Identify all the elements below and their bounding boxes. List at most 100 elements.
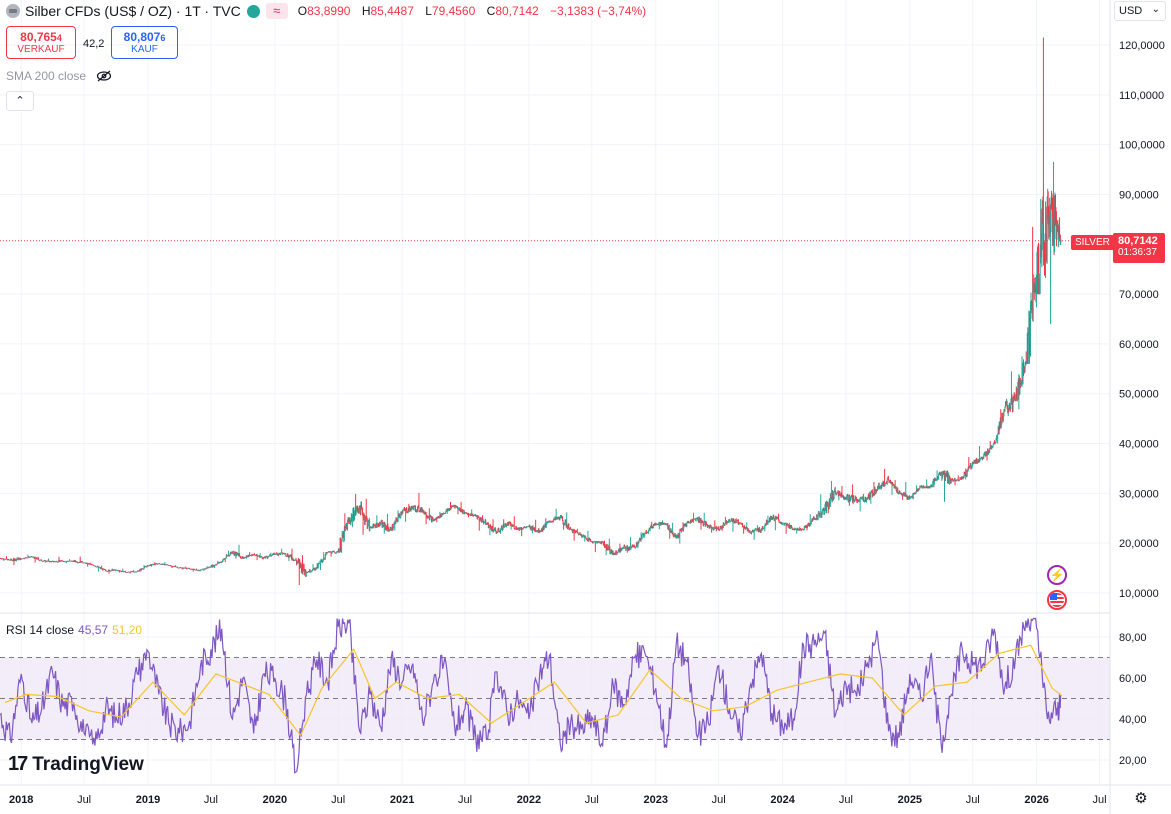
candle bbox=[784, 522, 786, 525]
candle-body bbox=[438, 516, 439, 518]
candle-body bbox=[16, 559, 18, 561]
candle bbox=[375, 523, 377, 528]
candle-body bbox=[663, 523, 665, 525]
candle bbox=[728, 518, 730, 521]
candle-body bbox=[246, 555, 248, 558]
candle-body bbox=[553, 519, 554, 522]
candle bbox=[58, 556, 60, 563]
candle-body bbox=[93, 565, 94, 566]
candle-body bbox=[853, 499, 855, 502]
candle bbox=[18, 557, 20, 561]
candle-body bbox=[561, 515, 562, 518]
candle-body bbox=[746, 527, 748, 532]
candle bbox=[423, 510, 425, 515]
candle-body bbox=[150, 564, 151, 566]
candle-body bbox=[439, 514, 441, 518]
candlestick-series bbox=[0, 37, 1062, 586]
candle-body bbox=[441, 513, 443, 517]
candle bbox=[149, 564, 151, 566]
candle-body bbox=[409, 506, 410, 512]
candle bbox=[560, 515, 562, 518]
candle bbox=[508, 522, 510, 526]
candle-body bbox=[202, 568, 204, 570]
candle-body bbox=[729, 519, 731, 522]
candle-body bbox=[461, 511, 462, 513]
candle-body bbox=[180, 567, 181, 569]
candle-body bbox=[452, 505, 454, 507]
candle bbox=[301, 555, 303, 574]
candle-body bbox=[570, 529, 572, 530]
candle bbox=[175, 566, 177, 568]
candle bbox=[430, 516, 432, 523]
candle bbox=[368, 518, 370, 532]
candle-body bbox=[24, 557, 26, 559]
candle-body bbox=[319, 563, 320, 565]
candle-body bbox=[295, 560, 297, 561]
candle-body bbox=[147, 565, 149, 567]
candle bbox=[335, 552, 337, 554]
candle bbox=[137, 570, 139, 572]
candle bbox=[795, 528, 797, 530]
candle bbox=[337, 548, 339, 553]
candle bbox=[613, 553, 615, 556]
candle-body bbox=[590, 539, 591, 542]
candle-body bbox=[148, 565, 150, 567]
candle-body bbox=[854, 499, 856, 502]
candle-body bbox=[268, 556, 269, 558]
candle bbox=[642, 532, 644, 536]
candle bbox=[706, 524, 708, 528]
candle bbox=[61, 560, 63, 562]
candle-body bbox=[262, 558, 264, 560]
candle-body bbox=[556, 517, 558, 519]
candle bbox=[211, 564, 213, 568]
candle-body bbox=[70, 560, 72, 562]
candle-body bbox=[67, 561, 69, 562]
candle bbox=[609, 552, 611, 555]
candle bbox=[266, 555, 268, 557]
candle bbox=[212, 564, 214, 568]
candle bbox=[322, 559, 324, 563]
candle bbox=[235, 551, 237, 559]
candle-body bbox=[146, 566, 147, 568]
candle-body bbox=[822, 509, 823, 514]
candle bbox=[2, 558, 4, 560]
candle-body bbox=[32, 556, 34, 558]
candle-body bbox=[305, 572, 307, 576]
candle-body bbox=[52, 560, 54, 562]
candle-body bbox=[604, 541, 605, 547]
candle bbox=[705, 521, 707, 525]
candle bbox=[212, 564, 214, 567]
candle-body bbox=[250, 555, 252, 557]
candle bbox=[353, 517, 355, 522]
candle-body bbox=[574, 530, 575, 532]
candle-body bbox=[848, 495, 850, 502]
candle bbox=[859, 498, 861, 502]
candle-body bbox=[152, 564, 153, 565]
candle-body bbox=[458, 507, 460, 509]
candle-body bbox=[736, 520, 738, 523]
candle-body bbox=[701, 521, 702, 524]
candle-body bbox=[711, 527, 712, 529]
candle bbox=[82, 562, 84, 564]
candle bbox=[203, 568, 205, 572]
candle-body bbox=[743, 527, 744, 528]
candle-body bbox=[77, 562, 79, 564]
candle bbox=[186, 568, 188, 570]
candle bbox=[451, 505, 453, 509]
candle bbox=[62, 561, 64, 562]
candle-body bbox=[733, 518, 734, 520]
candle bbox=[538, 528, 540, 533]
candle-body bbox=[162, 563, 164, 565]
candle bbox=[488, 525, 490, 527]
candle-body bbox=[736, 520, 738, 523]
candle-body bbox=[434, 518, 436, 520]
candle-body bbox=[372, 524, 374, 527]
candle bbox=[106, 571, 108, 572]
candle bbox=[241, 557, 243, 559]
candle-body bbox=[214, 565, 215, 566]
candle bbox=[376, 523, 378, 528]
candle-body bbox=[144, 566, 146, 568]
candle-body bbox=[209, 566, 210, 568]
candle bbox=[731, 520, 733, 523]
